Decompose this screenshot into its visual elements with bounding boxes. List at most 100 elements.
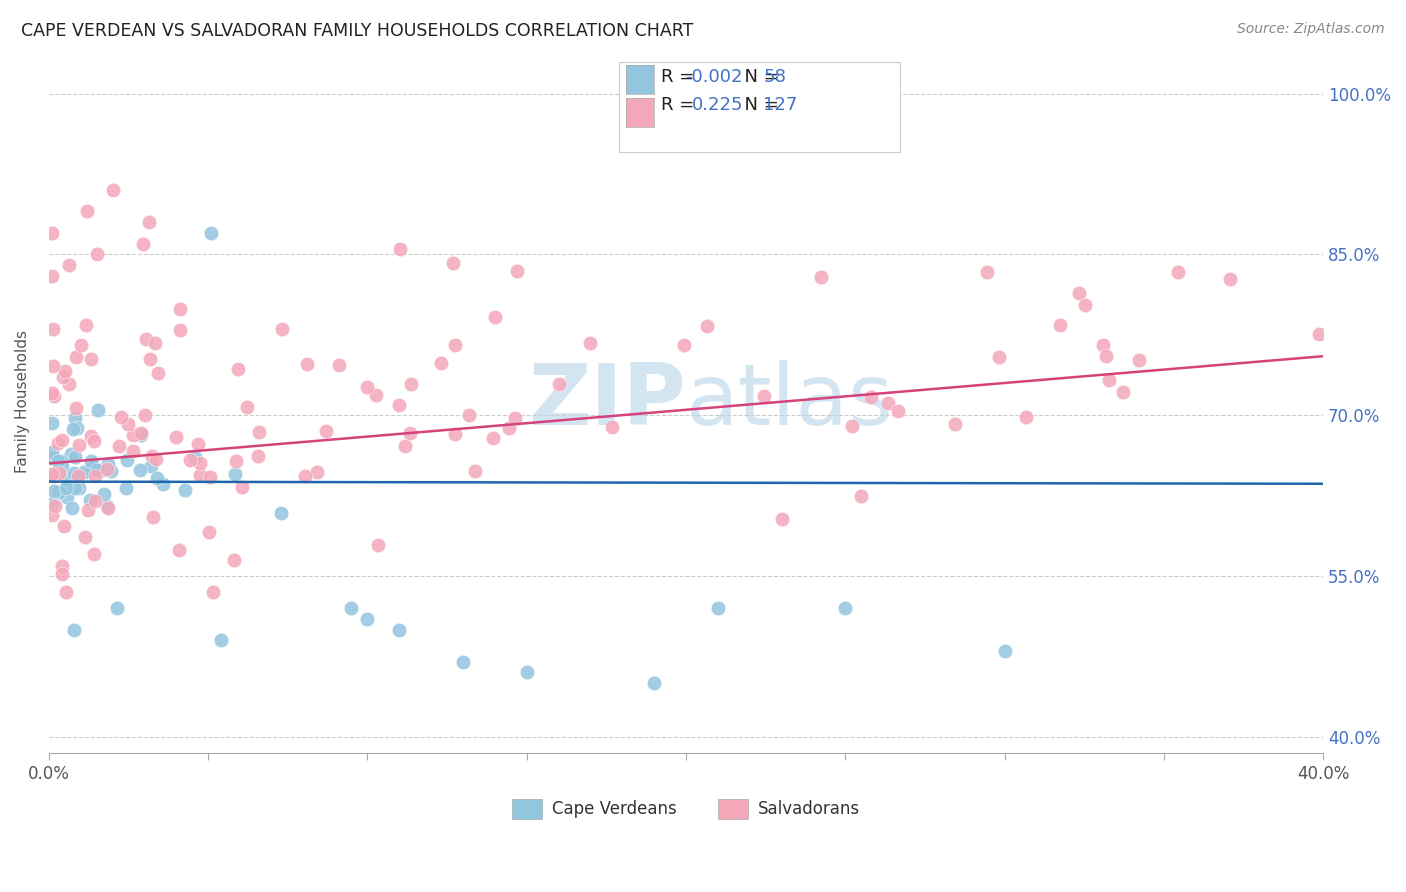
Point bbox=[1308, 326, 1330, 341]
Point bbox=[90, 463, 112, 477]
Point bbox=[51, 559, 73, 574]
Point bbox=[859, 390, 882, 404]
Point bbox=[84, 493, 107, 508]
Point bbox=[484, 310, 506, 325]
Point bbox=[86, 463, 108, 477]
Point bbox=[367, 538, 389, 552]
Point bbox=[145, 452, 167, 467]
Point bbox=[63, 481, 86, 495]
Point bbox=[752, 389, 775, 403]
Point bbox=[190, 467, 212, 482]
Point bbox=[44, 389, 66, 403]
Point bbox=[96, 462, 118, 476]
Point bbox=[135, 332, 157, 346]
Point bbox=[58, 376, 80, 391]
Point bbox=[174, 483, 197, 497]
Point bbox=[44, 500, 66, 514]
Point bbox=[315, 424, 337, 438]
Point bbox=[1049, 318, 1071, 333]
Point bbox=[108, 439, 131, 453]
Point bbox=[66, 421, 89, 435]
Point bbox=[42, 321, 65, 335]
Point bbox=[673, 337, 696, 351]
Point bbox=[1128, 353, 1150, 368]
Point bbox=[169, 323, 191, 337]
Point bbox=[93, 487, 115, 501]
Point bbox=[80, 351, 103, 366]
Point bbox=[366, 388, 388, 402]
Point bbox=[82, 459, 104, 474]
Point bbox=[202, 585, 225, 599]
Point bbox=[600, 420, 623, 434]
Point bbox=[58, 258, 80, 272]
Text: R =: R = bbox=[661, 68, 700, 86]
Point bbox=[356, 380, 378, 394]
Point bbox=[506, 264, 529, 278]
Point bbox=[388, 623, 411, 637]
Point bbox=[943, 417, 966, 431]
Point bbox=[139, 458, 162, 473]
Point bbox=[65, 401, 87, 416]
Point bbox=[55, 481, 77, 495]
Text: Source: ZipAtlas.com: Source: ZipAtlas.com bbox=[1237, 22, 1385, 37]
Text: R =: R = bbox=[661, 96, 706, 114]
Point bbox=[79, 492, 101, 507]
Point bbox=[42, 359, 65, 373]
Point bbox=[67, 438, 90, 452]
Point bbox=[41, 444, 63, 458]
Point bbox=[295, 357, 318, 371]
Text: 0.225: 0.225 bbox=[692, 96, 744, 114]
Legend: Cape Verdeans, Salvadorans: Cape Verdeans, Salvadorans bbox=[505, 793, 868, 825]
Point bbox=[97, 457, 120, 471]
Point bbox=[429, 355, 451, 369]
Point bbox=[41, 450, 63, 465]
Point bbox=[142, 510, 165, 524]
Point bbox=[188, 456, 211, 470]
Text: ZIP: ZIP bbox=[529, 360, 686, 443]
Point bbox=[87, 403, 110, 417]
Point bbox=[988, 350, 1011, 364]
Point bbox=[458, 408, 481, 422]
Point bbox=[56, 490, 79, 504]
Point bbox=[399, 376, 422, 391]
Point bbox=[183, 450, 205, 464]
Point bbox=[80, 429, 103, 443]
Point bbox=[41, 467, 63, 482]
Point bbox=[305, 465, 328, 479]
Point bbox=[60, 501, 83, 516]
Point bbox=[198, 470, 221, 484]
Point bbox=[146, 366, 169, 380]
Point bbox=[152, 477, 174, 491]
Point bbox=[1074, 298, 1097, 312]
Point bbox=[76, 503, 98, 517]
Point bbox=[249, 425, 271, 439]
Point bbox=[200, 226, 222, 240]
Text: N =: N = bbox=[733, 96, 785, 114]
Point bbox=[51, 566, 73, 581]
Point bbox=[41, 497, 63, 511]
Text: 127: 127 bbox=[763, 96, 797, 114]
Point bbox=[209, 633, 232, 648]
Point bbox=[294, 469, 316, 483]
Point bbox=[55, 585, 77, 599]
Point bbox=[707, 601, 730, 615]
Point bbox=[65, 411, 87, 425]
Point bbox=[83, 434, 105, 448]
Point bbox=[122, 427, 145, 442]
Point bbox=[643, 676, 665, 690]
Point bbox=[146, 471, 169, 485]
Point bbox=[73, 530, 96, 544]
Point bbox=[165, 430, 187, 444]
Text: CAPE VERDEAN VS SALVADORAN FAMILY HOUSEHOLDS CORRELATION CHART: CAPE VERDEAN VS SALVADORAN FAMILY HOUSEH… bbox=[21, 22, 693, 40]
Point bbox=[41, 386, 63, 401]
Y-axis label: Family Households: Family Households bbox=[15, 330, 30, 474]
Point bbox=[339, 601, 361, 615]
Point bbox=[83, 547, 105, 561]
Point bbox=[225, 454, 247, 468]
Point bbox=[52, 370, 75, 384]
Point bbox=[67, 481, 90, 495]
Point bbox=[46, 465, 69, 479]
Point bbox=[443, 338, 465, 352]
Point bbox=[129, 428, 152, 442]
Text: 58: 58 bbox=[763, 68, 786, 86]
